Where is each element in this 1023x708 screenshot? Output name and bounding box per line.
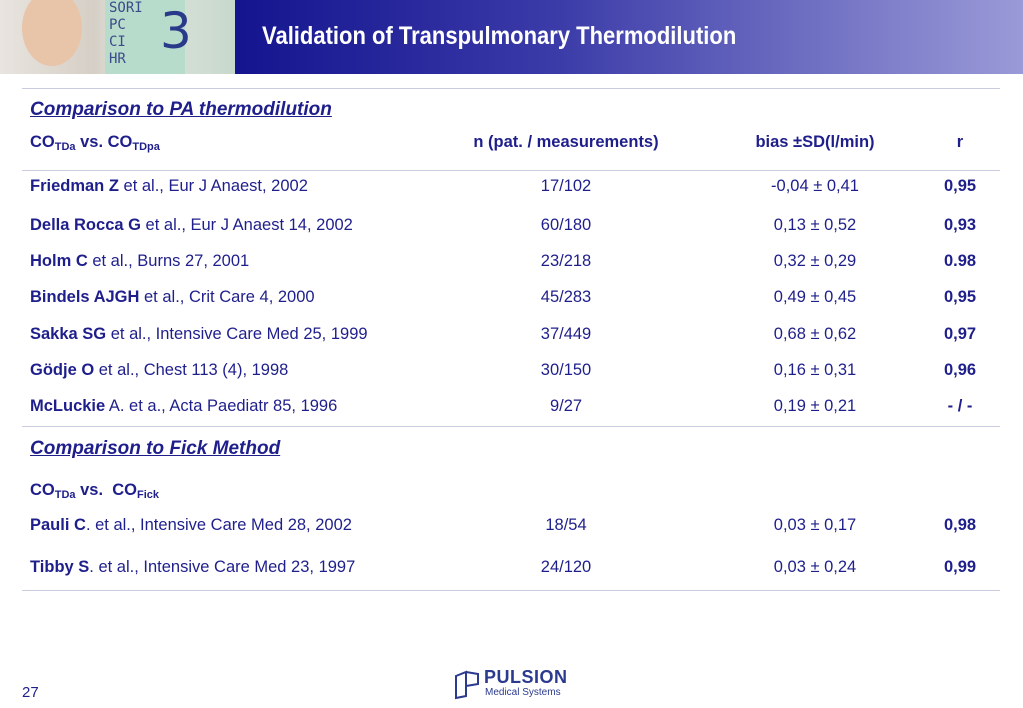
citation: . et al., Intensive Care Med 23, 1997 (89, 558, 356, 576)
n-cell: 30/150 (540, 361, 592, 379)
rule (22, 88, 1000, 89)
r-cell: 0,99 (943, 558, 977, 576)
co-subscript: TDa (54, 489, 76, 501)
co-header: COTDa vs. COFick (30, 481, 159, 501)
citation: et al., Crit Care 4, 2000 (139, 288, 315, 306)
co-label: CO (30, 133, 55, 151)
monitor-label: PC (109, 17, 126, 33)
r-cell: 0,95 (943, 177, 977, 195)
section-heading: Comparison to PA thermodilution (30, 99, 332, 120)
n-cell: 60/180 (540, 216, 592, 234)
bias-cell: 0,03 ± 0,24 (773, 558, 857, 576)
reference: Friedman Z et al., Eur J Anaest, 2002 (30, 177, 308, 196)
r-cell: 0,96 (943, 361, 977, 379)
n-cell: 24/120 (540, 558, 592, 576)
reference: Pauli C. et al., Intensive Care Med 28, … (30, 516, 352, 535)
r-cell: 0,98 (943, 516, 977, 534)
author: McLuckie (30, 397, 106, 415)
r-cell: 0,95 (943, 288, 977, 306)
citation: . et al., Intensive Care Med 28, 2002 (85, 516, 352, 534)
author: Pauli C (30, 516, 86, 534)
reference: Gödje O et al., Chest 113 (4), 1998 (30, 361, 288, 380)
author: Sakka SG (30, 325, 107, 343)
citation: A. et a., Acta Paediatr 85, 1996 (105, 397, 338, 415)
author: Della Rocca G (30, 216, 141, 234)
header-band (235, 0, 1023, 74)
rule (22, 170, 1000, 171)
reference: Holm C et al., Burns 27, 2001 (30, 252, 249, 271)
co-vs: vs. CO (75, 481, 137, 499)
r-cell: 0,97 (943, 325, 977, 343)
bias-cell: -0,04 ± 0,41 (771, 177, 859, 195)
r-cell: - / - (947, 397, 973, 415)
rule (22, 426, 1000, 427)
citation: et al., Chest 113 (4), 1998 (94, 361, 289, 379)
reference: McLuckie A. et a., Acta Paediatr 85, 199… (30, 397, 337, 416)
monitor: SORI PC CI HR (105, 0, 185, 74)
bias-cell: 0,19 ± 0,21 (773, 397, 857, 415)
citation: et al., Eur J Anaest, 2002 (118, 177, 308, 195)
page-number: 27 (22, 684, 39, 701)
logo-tagline: Medical Systems (485, 687, 561, 698)
bias-cell: 0,32 ± 0,29 (773, 252, 857, 270)
citation: et al., Intensive Care Med 25, 1999 (106, 325, 368, 343)
author: Bindels AJGH (30, 288, 140, 306)
reference: Bindels AJGH et al., Crit Care 4, 2000 (30, 288, 315, 307)
author: Gödje O (30, 361, 95, 379)
n-cell: 18/54 (545, 516, 587, 534)
r-cell: 0,93 (943, 216, 977, 234)
monitor-label: CI (109, 34, 126, 50)
bias-cell: 0,68 ± 0,62 (773, 325, 857, 343)
bias-cell: 0,13 ± 0,52 (773, 216, 857, 234)
co-vs: vs. CO (75, 133, 133, 151)
monitor-label: SORI (109, 0, 143, 16)
rule (22, 590, 1000, 591)
bias-cell: 0,16 ± 0,31 (773, 361, 857, 379)
author: Friedman Z (30, 177, 119, 195)
n-cell: 37/449 (540, 325, 592, 343)
r-cell: 0.98 (943, 252, 977, 270)
n-cell: 23/218 (540, 252, 592, 270)
slide-title: Validation of Transpulmonary Thermodilut… (262, 22, 737, 50)
monitor-label: HR (109, 51, 126, 67)
logo-icon (455, 670, 479, 700)
bias-cell: 0,03 ± 0,17 (773, 516, 857, 534)
n-cell: 45/283 (540, 288, 592, 306)
author: Holm C (30, 252, 88, 270)
co-subscript: Fick (136, 489, 159, 501)
co-subscript: TDpa (132, 141, 160, 153)
reference: Della Rocca G et al., Eur J Anaest 14, 2… (30, 216, 353, 235)
co-subscript: TDa (54, 141, 76, 153)
logo-name: PULSION (484, 667, 568, 687)
citation: et al., Eur J Anaest 14, 2002 (140, 216, 353, 234)
citation: et al., Burns 27, 2001 (87, 252, 250, 270)
n-cell: 9/27 (549, 397, 583, 415)
bias-cell: 0,49 ± 0,45 (773, 288, 857, 306)
reference: Tibby S. et al., Intensive Care Med 23, … (30, 558, 355, 577)
face-illustration (22, 0, 82, 66)
co-label: CO (30, 481, 55, 499)
author: Tibby S (30, 558, 90, 576)
monitor-digit: 3 (160, 2, 192, 60)
section-heading: Comparison to Fick Method (30, 438, 281, 459)
co-header: COTDa vs. COTDpa (30, 133, 160, 153)
n-cell: 17/102 (540, 177, 592, 195)
column-header: bias ±SD(l/min) (755, 133, 875, 151)
column-header: r (956, 133, 964, 151)
column-header: n (pat. / measurements) (473, 133, 659, 151)
reference: Sakka SG et al., Intensive Care Med 25, … (30, 325, 368, 344)
